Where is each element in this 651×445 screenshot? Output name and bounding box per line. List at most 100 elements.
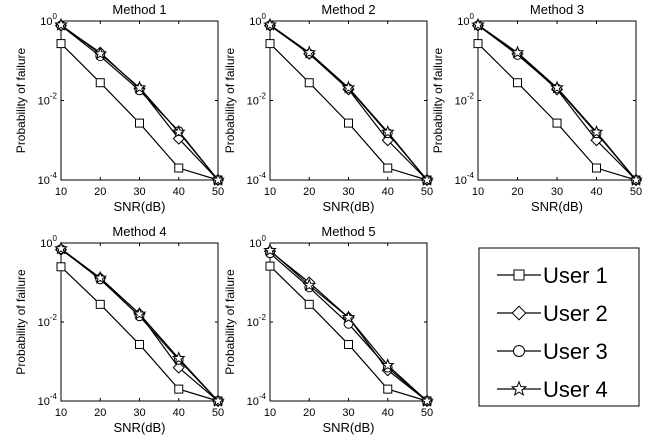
series-line: [60, 248, 219, 402]
legend-marker-star: [510, 380, 528, 397]
series-user-2: [54, 19, 225, 187]
data-point-star: [471, 17, 485, 31]
subplot-title: Method 4: [112, 224, 166, 239]
data-point-star: [54, 241, 68, 255]
data-point-square: [135, 339, 144, 349]
series-line: [269, 25, 428, 181]
x-tick-label: 50: [421, 186, 433, 198]
x-axis-label: SNR(dB): [322, 199, 374, 214]
y-tick-label: 10-2: [38, 92, 58, 108]
series-user-4: [471, 17, 643, 186]
data-point-star: [629, 172, 643, 186]
data-point-square: [56, 262, 66, 272]
y-tick-label: 10-4: [455, 171, 475, 187]
y-axis-label: Probability of failure: [223, 269, 237, 375]
data-point-diamond: [590, 134, 603, 147]
x-tick-label: 20: [511, 186, 523, 198]
x-tick-label: 40: [173, 186, 185, 198]
series-user-1: [265, 39, 432, 185]
legend-entry: User 2: [497, 301, 608, 326]
y-tick-label: 10-4: [38, 171, 58, 187]
series-user-1: [265, 261, 432, 406]
x-tick-label: 30: [342, 407, 354, 419]
x-tick-label: 20: [303, 186, 315, 198]
data-point-star: [263, 17, 277, 31]
legend-label: User 3: [543, 339, 608, 364]
series-user-4: [263, 243, 434, 407]
data-point-square: [304, 78, 314, 88]
data-point-star: [132, 80, 147, 94]
data-point-square: [513, 78, 522, 88]
x-tick-label: 10: [55, 407, 67, 419]
data-point-star: [550, 80, 564, 94]
x-tick-label: 10: [264, 407, 276, 419]
subplot-title: Method 2: [321, 2, 375, 17]
x-tick-label: 30: [133, 186, 145, 198]
subplot-title: Method 3: [530, 2, 584, 17]
data-point-star: [341, 80, 356, 94]
data-point-star: [93, 46, 108, 60]
series-line: [477, 43, 637, 181]
x-tick-label: 10: [472, 186, 484, 198]
data-point-star: [171, 124, 186, 138]
y-tick-label: 100: [40, 12, 57, 28]
legend-marker-diamond: [511, 305, 527, 321]
data-point-square: [383, 163, 393, 173]
legend-entry: User 1: [497, 263, 608, 288]
data-point-square: [56, 39, 66, 49]
data-point-star: [589, 124, 604, 138]
data-point-square: [344, 118, 353, 128]
data-point-square: [135, 118, 144, 128]
series-user-4: [54, 241, 225, 407]
data-point-square: [592, 163, 601, 173]
x-tick-label: 40: [173, 407, 185, 419]
legend-entry: User 3: [497, 339, 608, 364]
subplot-title: Method 1: [112, 2, 166, 17]
y-tick-label: 10-4: [247, 392, 267, 408]
x-tick-label: 20: [94, 186, 106, 198]
data-point-star: [302, 278, 317, 292]
data-point-square: [473, 39, 483, 49]
x-tick-label: 30: [133, 407, 145, 419]
x-tick-label: 30: [342, 186, 354, 198]
data-point-square: [95, 299, 105, 309]
data-point-diamond: [172, 361, 185, 374]
data-point-star: [263, 243, 277, 257]
y-tick-label: 100: [249, 12, 266, 28]
x-axis-label: SNR(dB): [113, 199, 165, 214]
series-line: [269, 43, 428, 181]
series-user-2: [471, 19, 643, 187]
y-tick-label: 100: [40, 234, 57, 250]
data-point-square: [265, 39, 275, 49]
y-tick-label: 10-4: [247, 171, 267, 187]
y-tick-label: 10-4: [38, 392, 58, 408]
series-user-2: [263, 19, 434, 187]
data-point-star: [132, 306, 147, 320]
y-tick-label: 100: [249, 234, 266, 250]
subplot-2: Method 2 10 20 30 40 50 100 10-2 10-4 SNR(dB) Prob…: [223, 2, 434, 214]
x-tick-label: 30: [551, 186, 563, 198]
series-user-4: [54, 17, 225, 186]
y-tick-label: 10-2: [247, 92, 267, 108]
y-axis-label: Probability of failure: [223, 47, 237, 153]
y-tick-label: 10-2: [38, 313, 58, 329]
x-tick-label: 50: [421, 407, 433, 419]
subplot-title: Method 5: [321, 224, 375, 239]
series-line: [477, 25, 637, 181]
data-point-square: [95, 78, 105, 88]
y-axis-label: Probability of failure: [14, 269, 28, 375]
series-user-3: [56, 20, 223, 185]
data-point-star: [54, 17, 68, 31]
data-point-square: [174, 384, 184, 394]
legend: User 1 User 2 User 3 User 4: [478, 247, 640, 407]
series-user-4: [263, 17, 434, 186]
y-tick-label: 100: [457, 12, 474, 28]
plot-area: [60, 20, 219, 181]
legend-marker-circle: [513, 345, 525, 357]
legend-entry: User 4: [497, 377, 608, 402]
series-line: [60, 25, 219, 181]
data-point-star: [380, 124, 395, 138]
y-axis-label: Probability of failure: [431, 47, 445, 153]
x-tick-label: 40: [382, 186, 394, 198]
data-point-square: [304, 299, 314, 309]
